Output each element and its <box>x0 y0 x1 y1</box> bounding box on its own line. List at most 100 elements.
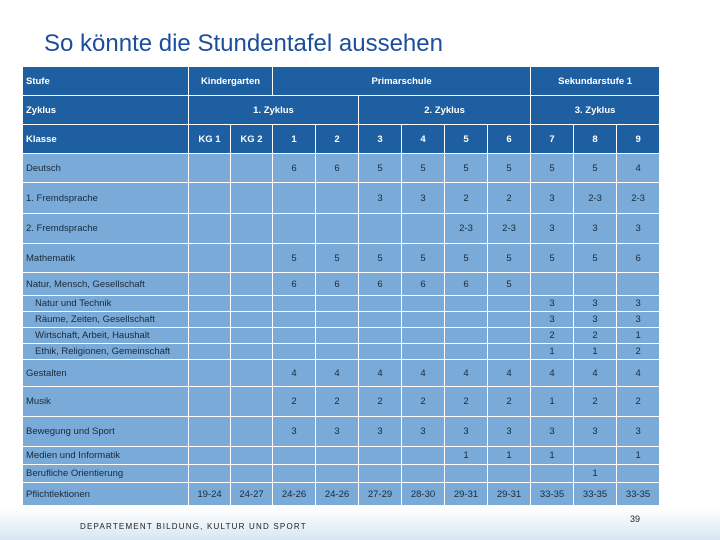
value-cell <box>401 311 445 328</box>
header-cell: 7 <box>530 124 575 154</box>
value-cell: 19-24 <box>188 482 231 506</box>
row-label: Pflichtlektionen <box>22 482 189 506</box>
body-row: Deutsch 6 6 5 5 5 5 5 5 4 <box>22 153 661 183</box>
body-row: Wirtschaft, Arbeit, Haushalt 2 2 1 <box>22 327 661 344</box>
value-cell <box>230 464 273 483</box>
value-cell <box>486 295 532 312</box>
value-cell <box>616 464 661 483</box>
row-label: 2. Fremdsprache <box>22 213 189 244</box>
value-cell <box>315 311 359 328</box>
value-cell <box>230 213 273 244</box>
header-cell: 8 <box>573 124 618 154</box>
value-cell <box>230 386 273 417</box>
value-cell: 3 <box>272 416 316 447</box>
value-cell: 3 <box>444 416 488 447</box>
value-cell: 29-31 <box>486 482 532 506</box>
value-cell: 3 <box>358 416 402 447</box>
body-row: Natur, Mensch, Gesellschaft 6 6 6 6 6 5 <box>22 272 661 296</box>
body-row: Räume, Zeiten, Gesellschaft 3 3 3 <box>22 311 661 328</box>
page-number: 39 <box>630 514 641 524</box>
value-cell: 1 <box>530 386 575 417</box>
value-cell: 2-3 <box>486 213 532 244</box>
header-cell: 1 <box>272 124 316 154</box>
value-cell: 5 <box>358 243 402 273</box>
value-cell <box>530 272 575 296</box>
value-cell: 2 <box>358 386 402 417</box>
value-cell: 5 <box>573 243 618 273</box>
body-row: Berufliche Orientierung 1 <box>22 464 661 483</box>
value-cell: 2-3 <box>616 182 661 214</box>
value-cell: 2-3 <box>573 182 618 214</box>
value-cell <box>444 343 488 360</box>
department: DEPARTEMENT BILDUNG, KULTUR UND SPORT <box>80 522 307 531</box>
value-cell <box>486 327 532 344</box>
value-cell: 2 <box>616 343 661 360</box>
header-cell: 9 <box>616 124 661 154</box>
value-cell: 5 <box>530 153 575 183</box>
value-cell: 3 <box>530 311 575 328</box>
value-cell <box>486 464 532 483</box>
value-cell: 5 <box>315 243 359 273</box>
value-cell: 4 <box>315 359 359 387</box>
value-cell: 4 <box>573 359 618 387</box>
value-cell <box>401 213 445 244</box>
row-label: Deutsch <box>22 153 189 183</box>
value-cell <box>188 311 231 328</box>
header-cell: Klasse <box>22 124 189 154</box>
value-cell <box>315 182 359 214</box>
row-label: Musik <box>22 386 189 417</box>
value-cell: 1 <box>486 446 532 465</box>
body-row: Musik 2 2 2 2 2 2 1 2 2 <box>22 386 661 417</box>
row-label: Gestalten <box>22 359 189 387</box>
row-label: Natur und Technik <box>22 295 189 312</box>
header-cell: 3 <box>358 124 402 154</box>
value-cell: 3 <box>573 213 618 244</box>
header-cell: 4 <box>401 124 445 154</box>
value-cell <box>188 464 231 483</box>
value-cell <box>230 153 273 183</box>
body-row: Ethik, Religionen, Gemeinschaft 1 1 2 <box>22 343 661 360</box>
value-cell <box>444 295 488 312</box>
header-cell: Zyklus <box>22 95 189 125</box>
value-cell: 2 <box>272 386 316 417</box>
value-cell: 4 <box>616 359 661 387</box>
value-cell <box>230 295 273 312</box>
value-cell: 3 <box>573 311 618 328</box>
value-cell: 3 <box>573 295 618 312</box>
value-cell: 4 <box>272 359 316 387</box>
header-cell: 5 <box>444 124 488 154</box>
value-cell <box>401 327 445 344</box>
value-cell: 5 <box>530 243 575 273</box>
body-row: 2. Fremdsprache 2-3 2-3 3 3 3 <box>22 213 661 244</box>
value-cell <box>188 446 231 465</box>
value-cell <box>401 295 445 312</box>
value-cell <box>272 182 316 214</box>
value-cell: 2 <box>315 386 359 417</box>
header-cell: 3. Zyklus <box>530 95 661 125</box>
value-cell: 3 <box>401 182 445 214</box>
value-cell <box>358 464 402 483</box>
value-cell: 3 <box>530 182 575 214</box>
value-cell: 1 <box>616 446 661 465</box>
value-cell <box>315 343 359 360</box>
value-cell <box>315 464 359 483</box>
value-cell <box>188 272 231 296</box>
value-cell: 2 <box>530 327 575 344</box>
body-row: Medien und Informatik 1 1 1 1 <box>22 446 661 465</box>
header-cell: 1. Zyklus <box>188 95 359 125</box>
value-cell <box>401 446 445 465</box>
value-cell: 3 <box>530 213 575 244</box>
value-cell: 2 <box>573 386 618 417</box>
value-cell <box>272 327 316 344</box>
value-cell <box>444 311 488 328</box>
value-cell: 6 <box>315 153 359 183</box>
value-cell <box>444 464 488 483</box>
body-row: 1. Fremdsprache 3 3 2 2 3 2-3 2-3 <box>22 182 661 214</box>
row-label: Bewegung und Sport <box>22 416 189 447</box>
value-cell: 3 <box>616 311 661 328</box>
value-cell: 33-35 <box>616 482 661 506</box>
value-cell: 27-29 <box>358 482 402 506</box>
value-cell <box>573 272 618 296</box>
value-cell <box>272 464 316 483</box>
